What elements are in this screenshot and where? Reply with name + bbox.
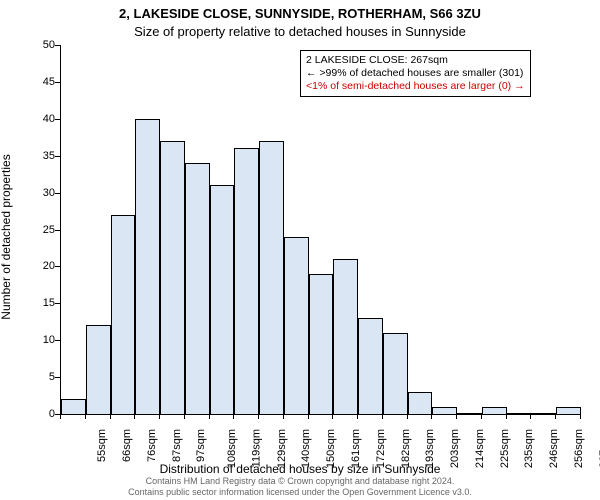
x-tick-label: 119sqm [250, 429, 262, 467]
x-tick-label: 76sqm [146, 429, 158, 462]
histogram-bar [111, 215, 136, 414]
chart-title-address: 2, LAKESIDE CLOSE, SUNNYSIDE, ROTHERHAM,… [0, 6, 600, 21]
x-tick [456, 414, 457, 419]
x-tick [85, 414, 86, 419]
x-tick-label: 66sqm [121, 429, 133, 462]
histogram-bar [135, 119, 160, 414]
x-tick [308, 414, 309, 419]
y-tick [55, 266, 60, 267]
y-tick-label: 25 [25, 224, 55, 236]
histogram-bar [61, 399, 86, 414]
histogram-bar [309, 274, 334, 414]
x-tick-label: 97sqm [195, 429, 207, 462]
x-tick [357, 414, 358, 419]
y-tick-label: 20 [25, 260, 55, 272]
x-tick-label: 246sqm [548, 429, 560, 468]
x-tick [184, 414, 185, 419]
y-tick-label: 5 [25, 371, 55, 383]
y-tick-label: 50 [25, 39, 55, 51]
x-tick [283, 414, 284, 419]
x-tick [233, 414, 234, 419]
annotation-box: 2 LAKESIDE CLOSE: 267sqm ← >99% of detac… [300, 50, 531, 97]
y-tick [55, 82, 60, 83]
y-tick [55, 230, 60, 231]
histogram-bar [210, 185, 235, 414]
x-tick-label: 150sqm [325, 429, 337, 468]
histogram-bar [383, 333, 408, 414]
y-tick [55, 156, 60, 157]
histogram-bar [408, 392, 433, 414]
y-tick [55, 377, 60, 378]
histogram-bar [531, 413, 556, 414]
x-tick [258, 414, 259, 419]
x-tick-label: 235sqm [523, 429, 535, 468]
x-tick-label: 225sqm [499, 429, 511, 468]
histogram-bar [333, 259, 358, 414]
x-tick [159, 414, 160, 419]
x-tick [506, 414, 507, 419]
y-tick-label: 40 [25, 113, 55, 125]
footer-line1: Contains HM Land Registry data © Crown c… [0, 476, 600, 487]
x-tick-label: 55sqm [96, 429, 108, 462]
x-tick [332, 414, 333, 419]
x-tick-label: 87sqm [171, 429, 183, 462]
y-axis-label: Number of detached properties [0, 154, 13, 319]
x-tick [555, 414, 556, 419]
histogram-bar [358, 318, 383, 414]
histogram-bar [86, 325, 111, 414]
y-tick [55, 45, 60, 46]
plot-area [60, 45, 580, 415]
y-tick [55, 303, 60, 304]
histogram-bar [432, 407, 457, 414]
x-tick [530, 414, 531, 419]
histogram-bar [457, 413, 482, 414]
histogram-bar [234, 148, 259, 414]
y-tick-label: 10 [25, 334, 55, 346]
histogram-bar [507, 413, 532, 414]
y-tick [55, 193, 60, 194]
footer-attribution: Contains HM Land Registry data © Crown c… [0, 476, 600, 498]
y-tick [55, 119, 60, 120]
histogram-bar [284, 237, 309, 414]
histogram-bar [160, 141, 185, 414]
x-tick-label: 214sqm [474, 429, 486, 468]
x-tick [134, 414, 135, 419]
x-tick [580, 414, 581, 419]
x-tick [60, 414, 61, 419]
y-tick [55, 340, 60, 341]
annotation-line3: <1% of semi-detached houses are larger (… [306, 80, 525, 93]
annotation-line1: 2 LAKESIDE CLOSE: 267sqm [306, 54, 525, 67]
x-tick-label: 182sqm [400, 429, 412, 468]
x-tick [209, 414, 210, 419]
y-tick-label: 15 [25, 297, 55, 309]
histogram-bar [259, 141, 284, 414]
x-tick-label: 129sqm [276, 429, 288, 468]
x-tick-label: 161sqm [350, 429, 362, 468]
x-tick-label: 172sqm [375, 429, 387, 468]
footer-line2: Contains public sector information licen… [0, 487, 600, 498]
histogram-bar [556, 407, 581, 414]
x-tick-label: 256sqm [573, 429, 585, 468]
x-tick-label: 193sqm [424, 429, 436, 468]
x-tick [407, 414, 408, 419]
x-tick-label: 108sqm [226, 429, 238, 468]
x-tick [481, 414, 482, 419]
chart-title-subtitle: Size of property relative to detached ho… [0, 24, 600, 39]
annotation-line2: ← >99% of detached houses are smaller (3… [306, 67, 525, 80]
x-tick-label: 140sqm [301, 429, 313, 468]
histogram-bar [185, 163, 210, 414]
x-tick [110, 414, 111, 419]
x-tick [431, 414, 432, 419]
y-tick-label: 30 [25, 187, 55, 199]
y-tick-label: 45 [25, 76, 55, 88]
y-tick-label: 0 [25, 408, 55, 420]
y-tick-label: 35 [25, 150, 55, 162]
x-tick-label: 203sqm [449, 429, 461, 468]
histogram-bar [482, 407, 507, 414]
x-tick [382, 414, 383, 419]
